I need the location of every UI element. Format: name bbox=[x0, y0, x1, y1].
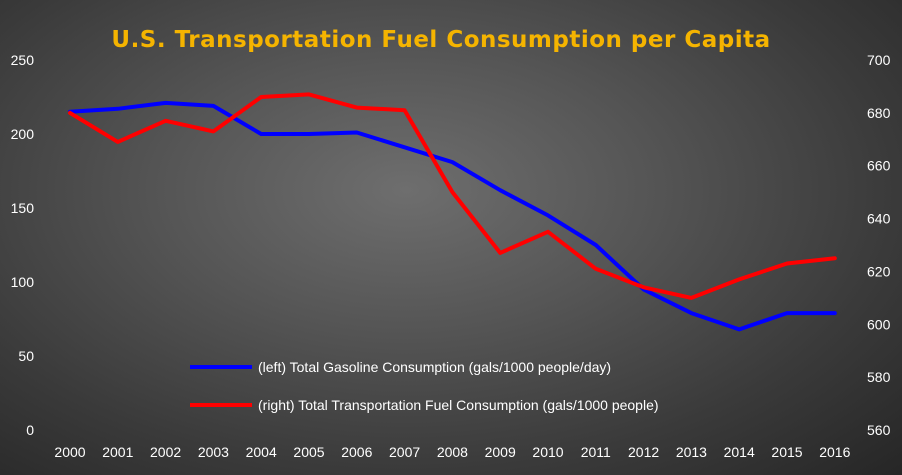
x-tick-label: 2012 bbox=[628, 444, 659, 460]
right-tick-label: 640 bbox=[867, 211, 891, 227]
x-tick-label: 2009 bbox=[485, 444, 516, 460]
left-tick-label: 150 bbox=[11, 200, 35, 216]
left-tick-label: 200 bbox=[11, 126, 35, 142]
x-tick-label: 2000 bbox=[54, 444, 85, 460]
x-tick-label: 2010 bbox=[532, 444, 563, 460]
x-tick-label: 2015 bbox=[771, 444, 802, 460]
x-tick-label: 2004 bbox=[246, 444, 277, 460]
legend-label: (right) Total Transportation Fuel Consum… bbox=[258, 397, 659, 413]
legend: (left) Total Gasoline Consumption (gals/… bbox=[190, 359, 659, 413]
right-tick-label: 660 bbox=[867, 158, 891, 174]
left-tick-label: 0 bbox=[26, 422, 34, 438]
series-line-left bbox=[68, 100, 837, 332]
x-tick-label: 2008 bbox=[437, 444, 468, 460]
x-tick-label: 2002 bbox=[150, 444, 181, 460]
left-axis: 0 50 100 150 200 250 bbox=[11, 52, 35, 438]
x-tick-label: 2007 bbox=[389, 444, 420, 460]
right-tick-label: 700 bbox=[867, 52, 891, 68]
x-tick-label: 2016 bbox=[819, 444, 850, 460]
x-axis: 2000 2001 2002 2003 2004 2005 2006 2007 2008 2009… bbox=[54, 444, 850, 460]
x-tick-label: 2013 bbox=[676, 444, 707, 460]
chart-title: U.S. Transportation Fuel Consumption per… bbox=[111, 27, 770, 53]
left-tick-label: 100 bbox=[11, 274, 35, 290]
legend-label: (left) Total Gasoline Consumption (gals/… bbox=[258, 359, 611, 375]
left-tick-label: 50 bbox=[18, 348, 34, 364]
x-tick-label: 2014 bbox=[724, 444, 755, 460]
series-layer bbox=[68, 92, 837, 332]
right-tick-label: 600 bbox=[867, 316, 891, 332]
right-tick-label: 560 bbox=[867, 422, 891, 438]
x-tick-label: 2005 bbox=[293, 444, 324, 460]
x-tick-label: 2003 bbox=[198, 444, 229, 460]
right-axis: 560 580 600 620 640 660 680 700 bbox=[867, 52, 891, 438]
x-tick-label: 2006 bbox=[341, 444, 372, 460]
left-tick-label: 250 bbox=[11, 52, 35, 68]
right-tick-label: 620 bbox=[867, 263, 891, 279]
x-tick-label: 2011 bbox=[581, 444, 611, 460]
right-tick-label: 680 bbox=[867, 105, 891, 121]
right-tick-label: 580 bbox=[867, 369, 891, 385]
series-line-right bbox=[68, 92, 837, 300]
x-tick-label: 2001 bbox=[102, 444, 133, 460]
